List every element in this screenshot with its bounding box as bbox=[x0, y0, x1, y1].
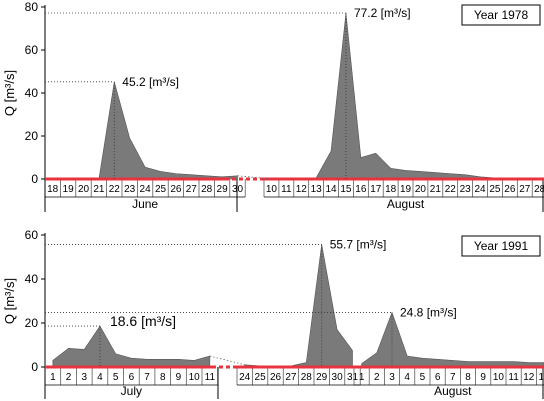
y-tick-label: 40 bbox=[25, 86, 39, 100]
day-label: 10 bbox=[189, 372, 201, 383]
day-label: 19 bbox=[400, 184, 412, 195]
day-label: 24 bbox=[239, 372, 251, 383]
day-label: 7 bbox=[144, 372, 150, 383]
day-label: 27 bbox=[285, 372, 297, 383]
year-legend-box bbox=[461, 4, 541, 26]
day-label: 21 bbox=[93, 184, 105, 195]
day-label: 12 bbox=[296, 184, 308, 195]
day-label: 9 bbox=[176, 372, 182, 383]
day-label: 11 bbox=[205, 372, 216, 383]
discharge-area-0 bbox=[52, 81, 238, 180]
gap-connector bbox=[237, 175, 272, 180]
discharge-area-2 bbox=[361, 311, 544, 368]
day-label: 31 bbox=[347, 372, 359, 383]
month-label: June bbox=[132, 197, 158, 211]
day-label: 3 bbox=[389, 372, 395, 383]
day-label: 3 bbox=[81, 372, 87, 383]
day-label: 16 bbox=[355, 184, 367, 195]
y-tick-label: 40 bbox=[25, 272, 39, 286]
day-label: 25 bbox=[155, 184, 167, 195]
year-legend-box bbox=[461, 235, 541, 257]
peak-annotation: 45.2 [m³/s] bbox=[122, 75, 179, 89]
discharge-area-0 bbox=[52, 325, 211, 368]
month-label: August bbox=[434, 384, 472, 398]
day-label: 5 bbox=[113, 372, 119, 383]
peak-annotation: 18.6 [m³/s] bbox=[110, 313, 176, 329]
y-axis-label: Q [m³/s] bbox=[2, 278, 17, 324]
day-label: 5 bbox=[420, 372, 426, 383]
y-tick-label: 0 bbox=[31, 360, 38, 374]
day-label: 9 bbox=[480, 372, 486, 383]
day-label: 10 bbox=[493, 372, 505, 383]
day-label: 13 bbox=[538, 372, 544, 383]
day-label: 25 bbox=[489, 184, 501, 195]
day-label: 26 bbox=[170, 184, 182, 195]
discharge-area-1 bbox=[244, 244, 353, 368]
day-label: 6 bbox=[435, 372, 441, 383]
day-label: 27 bbox=[186, 184, 198, 195]
day-label: 23 bbox=[460, 184, 472, 195]
day-label: 10 bbox=[266, 184, 278, 195]
day-label: 24 bbox=[140, 184, 152, 195]
day-label: 28 bbox=[301, 372, 313, 383]
y-tick-label: 20 bbox=[25, 129, 39, 143]
day-label: 25 bbox=[255, 372, 267, 383]
day-label: 4 bbox=[97, 372, 103, 383]
day-label: 14 bbox=[325, 184, 337, 195]
day-label: 11 bbox=[508, 372, 519, 383]
y-tick-label: 0 bbox=[31, 172, 38, 186]
y-tick-label: 80 bbox=[25, 0, 39, 14]
y-tick-label: 60 bbox=[25, 43, 39, 57]
day-label: 6 bbox=[129, 372, 135, 383]
day-label: 24 bbox=[474, 184, 486, 195]
day-label: 18 bbox=[385, 184, 397, 195]
day-label: 21 bbox=[430, 184, 442, 195]
day-label: 19 bbox=[63, 184, 75, 195]
day-label: 8 bbox=[160, 372, 166, 383]
discharge-area-1 bbox=[271, 12, 540, 180]
day-label: 30 bbox=[332, 372, 344, 383]
day-label: 11 bbox=[281, 184, 292, 195]
day-label: 23 bbox=[124, 184, 136, 195]
day-label: 27 bbox=[519, 184, 531, 195]
day-label: 15 bbox=[340, 184, 352, 195]
day-label: 20 bbox=[415, 184, 427, 195]
month-label: July bbox=[121, 384, 142, 398]
day-label: 30 bbox=[232, 184, 244, 195]
day-label: 13 bbox=[311, 184, 323, 195]
day-label: 1 bbox=[359, 372, 365, 383]
day-label: 26 bbox=[270, 372, 282, 383]
year-legend-label: Year 1978 bbox=[474, 8, 529, 22]
day-label: 2 bbox=[374, 372, 380, 383]
day-label: 4 bbox=[404, 372, 410, 383]
peak-annotation: 24.8 [m³/s] bbox=[400, 305, 457, 319]
day-label: 17 bbox=[370, 184, 382, 195]
day-label: 1 bbox=[50, 372, 56, 383]
y-tick-label: 60 bbox=[25, 228, 39, 242]
y-axis-label: Q [m³/s] bbox=[2, 70, 17, 116]
day-label: 22 bbox=[109, 184, 121, 195]
day-label: 20 bbox=[78, 184, 90, 195]
day-label: 29 bbox=[316, 372, 328, 383]
day-label: 12 bbox=[523, 372, 535, 383]
month-label: August bbox=[387, 197, 425, 211]
day-label: 26 bbox=[504, 184, 516, 195]
year-legend-label: Year 1991 bbox=[474, 239, 529, 253]
day-label: 2 bbox=[66, 372, 72, 383]
day-label: 18 bbox=[47, 184, 59, 195]
day-label: 28 bbox=[201, 184, 213, 195]
day-label: 8 bbox=[465, 372, 471, 383]
day-label: 29 bbox=[217, 184, 229, 195]
gap-connector bbox=[209, 355, 245, 366]
peak-annotation: 77.2 [m³/s] bbox=[354, 6, 411, 20]
day-label: 28 bbox=[534, 184, 544, 195]
y-tick-label: 20 bbox=[25, 316, 39, 330]
peak-annotation: 55.7 [m³/s] bbox=[330, 237, 387, 251]
day-label: 7 bbox=[450, 372, 456, 383]
day-label: 22 bbox=[445, 184, 457, 195]
